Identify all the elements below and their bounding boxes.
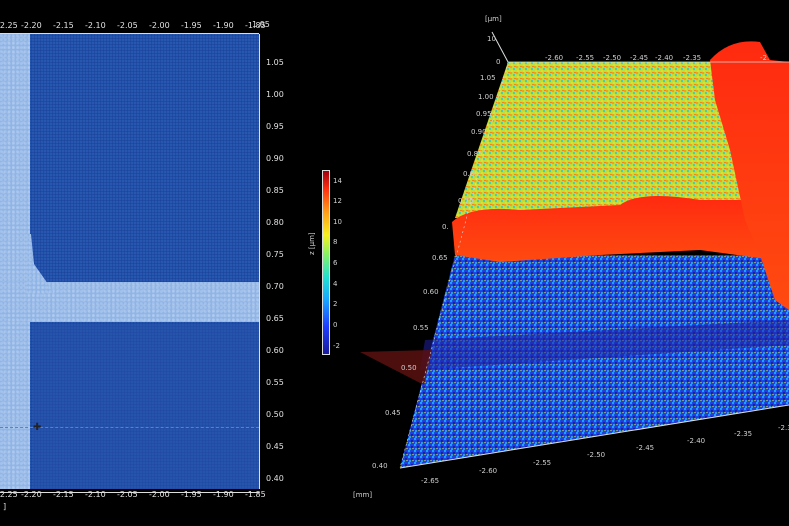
vertical-line-feature: [0, 34, 30, 489]
x-tick-top: -2.20: [21, 21, 42, 30]
y-tick: 0.80: [266, 218, 284, 227]
colorbar-tick: 4: [333, 280, 338, 288]
colorbar-tick: -2: [333, 342, 340, 350]
x-tick-bottom: -2.05: [117, 490, 138, 499]
x-tick-bottom: -2.35: [734, 430, 753, 438]
y-tick: 0.45: [266, 442, 284, 451]
y-tick: 1.00: [266, 90, 284, 99]
x-tick-bottom: -1.85: [245, 490, 266, 499]
xy-unit-label: [mm]: [353, 491, 373, 499]
corner-label: 1.05: [252, 20, 270, 29]
z-tick: 10: [487, 35, 496, 43]
x-tick-top: -2.00: [149, 21, 170, 30]
y-tick: 0.80: [463, 170, 479, 178]
x-tick-top: -2.50: [603, 54, 622, 62]
colorbar-tick: 6: [333, 259, 338, 267]
y-tick: 0.45: [385, 409, 401, 417]
y-tick: 1.05: [266, 58, 284, 67]
y-tick: 0.90: [266, 154, 284, 163]
y-tick: 0.50: [401, 364, 417, 372]
y-tick: 0.65: [266, 314, 284, 323]
y-tick: 1.05: [480, 74, 496, 82]
y-tick: 0.60: [266, 346, 284, 355]
x-tick-top: -2.55: [576, 54, 595, 62]
x-tick-bottom: -2.65: [421, 477, 440, 485]
colorbar-tick: 0: [333, 321, 338, 329]
x-tick-top: -2.05: [117, 21, 138, 30]
x-tick-top: -1.85: [245, 21, 266, 30]
y-tick: 0.55: [413, 324, 429, 332]
x-tick-bottom: -2.00: [149, 490, 170, 499]
x-tick-bottom: -2.20: [21, 490, 42, 499]
x-tick-bottom: -2.3: [778, 424, 789, 432]
y-tick: 0.40: [372, 462, 388, 470]
x-tick-top: -2.35: [683, 54, 702, 62]
y-axis-right: [259, 34, 264, 489]
colorbar-tick: 14: [333, 177, 342, 185]
y-tick: 0.60: [423, 288, 439, 296]
x-tick-top: -2.60: [545, 54, 564, 62]
x-tick-top: -1.95: [181, 21, 202, 30]
color-scale-bar: [322, 170, 330, 355]
y-tick: 0.95: [266, 122, 284, 131]
x-tick-bottom: -2.50: [587, 451, 606, 459]
x-tick-bottom: -2.25: [0, 490, 18, 499]
y-tick: 0.75: [266, 250, 284, 259]
raised-vertical-line: [710, 41, 789, 310]
x-tick-top: -2.45: [630, 54, 649, 62]
z-tick: 0: [496, 58, 501, 66]
x-unit-label: ]: [3, 502, 7, 511]
y-tick: 0.70: [266, 282, 284, 291]
x-tick-bottom: -1.95: [181, 490, 202, 499]
y-tick: 0.90: [471, 128, 487, 136]
y-tick: 0.40: [266, 474, 284, 483]
x-tick-top: -2.: [760, 54, 770, 62]
x-tick-bottom: -2.15: [53, 490, 74, 499]
x-tick-bottom: -2.10: [85, 490, 106, 499]
x-axis-bottom: [0, 488, 259, 493]
height-map-image: ✚: [0, 34, 259, 489]
y-tick: 0.95: [476, 110, 492, 118]
x-tick-bottom: -2.60: [479, 467, 498, 475]
x-tick-bottom: -2.45: [636, 444, 655, 452]
colorbar-tick: 2: [333, 300, 338, 308]
y-tick: 0.: [442, 223, 449, 231]
colorbar-tick: 10: [333, 218, 342, 226]
y-tick: 0.50: [266, 410, 284, 419]
cursor-marker-icon[interactable]: ✚: [33, 422, 42, 433]
y-tick: 1.00: [478, 93, 494, 101]
x-tick-top: -2.15: [53, 21, 74, 30]
y-tick: 0.55: [266, 378, 284, 387]
x-axis-top: [0, 33, 259, 38]
z-unit-label: [µm]: [485, 15, 502, 23]
y-tick: 0.65: [432, 254, 448, 262]
cursor-line[interactable]: [0, 427, 259, 428]
x-tick-top: -1.90: [213, 21, 234, 30]
raised-horizontal-line: [452, 196, 789, 262]
x-tick-bottom: -2.55: [533, 459, 552, 467]
y-tick: 0.85: [266, 186, 284, 195]
x-tick-bottom: -2.40: [687, 437, 706, 445]
colorbar-tick: 12: [333, 197, 342, 205]
section-plane[interactable]: [360, 350, 432, 385]
y-tick: 0.85: [467, 150, 483, 158]
y-tick: 0.75: [458, 197, 474, 205]
x-tick-top: -2.40: [655, 54, 674, 62]
x-tick-top: -2.25: [0, 21, 18, 30]
x-tick-top: -2.10: [85, 21, 106, 30]
colorbar-tick: 8: [333, 238, 338, 246]
x-tick-bottom: -1.90: [213, 490, 234, 499]
